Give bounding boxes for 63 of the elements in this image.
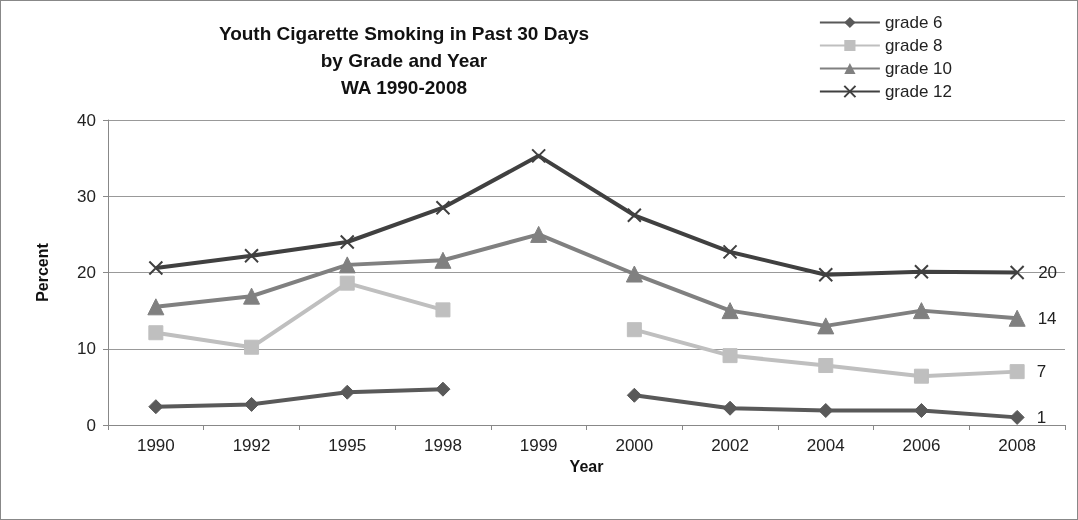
point — [148, 399, 164, 415]
point — [435, 200, 451, 216]
point — [913, 264, 929, 280]
point — [243, 287, 261, 305]
data-label: 14 — [1037, 308, 1057, 328]
y-tick-label: 40 — [77, 110, 96, 130]
data-label: 7 — [1036, 362, 1047, 382]
x-tick-label: 1992 — [232, 436, 271, 455]
x-tick-label: 2000 — [615, 436, 654, 455]
point — [817, 317, 835, 335]
point — [244, 339, 260, 355]
point — [339, 234, 355, 250]
point — [148, 260, 164, 276]
point — [722, 400, 738, 416]
point — [1008, 309, 1026, 327]
x-tick-label: 2008 — [998, 436, 1037, 455]
point — [147, 298, 165, 316]
x-tick-label: 2006 — [902, 436, 941, 455]
y-axis-title: Percent — [33, 242, 51, 302]
legend-label: grade 8 — [884, 36, 943, 55]
y-tick-label: 0 — [86, 415, 96, 435]
point — [531, 148, 547, 164]
point — [244, 396, 260, 412]
x-tick-label: 1999 — [519, 436, 558, 455]
x-tick-label: 1998 — [424, 436, 462, 455]
point — [721, 302, 739, 320]
x-tick-label: 2004 — [806, 436, 845, 455]
x-tick-label: 1995 — [328, 436, 367, 455]
point — [818, 267, 834, 283]
point — [722, 244, 738, 260]
point — [1009, 265, 1025, 280]
point — [722, 348, 738, 364]
point — [626, 207, 642, 223]
point — [434, 251, 452, 269]
point — [818, 358, 834, 374]
y-tick-label: 30 — [77, 186, 96, 206]
point — [339, 275, 355, 291]
data-label: 1 — [1036, 407, 1047, 427]
legend-label: grade 6 — [884, 13, 943, 32]
legend-label: grade 10 — [884, 59, 953, 78]
y-tick-label: 20 — [77, 263, 96, 282]
point — [625, 265, 643, 283]
point — [338, 256, 356, 274]
data-label: 20 — [1038, 263, 1058, 282]
point — [913, 368, 929, 384]
point — [244, 248, 260, 264]
y-tick-label: 10 — [77, 339, 96, 359]
point — [435, 381, 451, 397]
point — [1009, 409, 1025, 425]
point — [818, 403, 834, 419]
point — [626, 322, 642, 338]
chart-title: Youth Cigarette Smoking in Past 30 Days by Grade and Year WA 1990-2008 — [218, 23, 590, 98]
legend-label: grade 12 — [884, 82, 953, 101]
point — [148, 325, 164, 341]
x-axis-title: Year — [569, 458, 604, 476]
x-tick-label: 2002 — [711, 436, 749, 455]
point — [435, 302, 451, 318]
point — [912, 302, 930, 320]
point — [339, 384, 355, 400]
point — [626, 387, 642, 403]
point — [1009, 364, 1025, 380]
x-tick-label: 1990 — [136, 436, 175, 455]
point — [530, 225, 548, 243]
